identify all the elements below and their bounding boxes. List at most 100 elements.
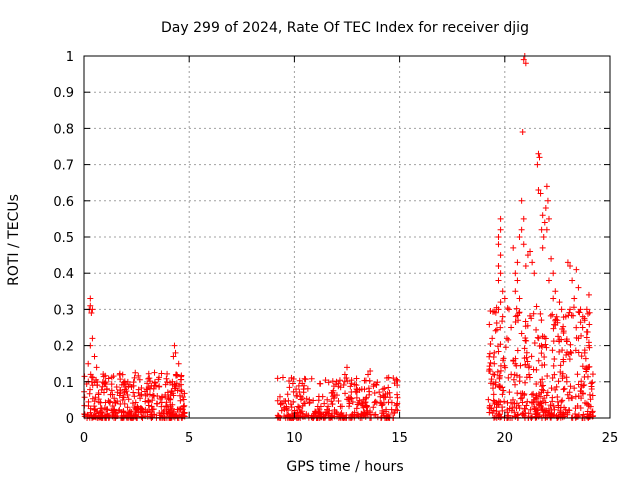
data-point	[555, 378, 562, 385]
data-point	[537, 393, 544, 400]
data-point	[560, 386, 567, 393]
y-tick-label: 0.9	[53, 86, 74, 101]
data-point	[288, 404, 295, 411]
data-point	[540, 234, 547, 240]
data-point	[582, 399, 589, 406]
data-point	[549, 347, 556, 354]
y-tick-label: 0.7	[53, 159, 74, 174]
data-point	[92, 414, 99, 421]
data-point	[571, 385, 578, 392]
data-point	[310, 397, 317, 404]
data-point	[108, 387, 115, 394]
data-point	[126, 381, 133, 388]
data-point	[491, 349, 498, 356]
data-point	[529, 259, 536, 266]
data-point	[516, 378, 523, 385]
data-point	[293, 386, 300, 393]
data-point	[147, 385, 154, 392]
data-point	[353, 394, 360, 401]
data-point	[388, 399, 395, 406]
data-point	[379, 386, 386, 393]
data-point	[531, 405, 538, 412]
data-point	[565, 395, 572, 402]
data-point	[374, 414, 381, 421]
data-point	[559, 347, 566, 354]
data-point	[523, 374, 530, 381]
x-tick-label: 0	[80, 431, 88, 446]
data-point	[522, 262, 529, 269]
data-point	[509, 404, 516, 411]
data-point	[520, 215, 527, 222]
data-point	[381, 385, 388, 392]
data-point	[579, 324, 586, 331]
data-point	[576, 309, 583, 316]
data-point	[498, 413, 505, 420]
data-point	[169, 405, 176, 412]
data-point	[519, 394, 526, 401]
data-point	[487, 359, 494, 366]
data-point	[333, 413, 340, 420]
data-point	[499, 357, 506, 364]
data-point	[535, 335, 542, 342]
data-point	[138, 413, 145, 420]
data-point	[539, 405, 546, 412]
data-point	[491, 400, 498, 407]
data-point	[558, 398, 565, 405]
data-point	[344, 364, 350, 371]
y-tick-label: 0.1	[53, 376, 74, 391]
data-point	[575, 393, 582, 400]
data-point	[326, 407, 333, 414]
data-point	[300, 400, 307, 407]
data-point	[316, 406, 323, 413]
grid-lines	[84, 56, 610, 418]
data-point	[575, 349, 582, 356]
data-point	[538, 383, 545, 390]
data-point	[114, 389, 121, 396]
data-point	[580, 411, 587, 418]
data-point	[549, 374, 556, 381]
data-point	[571, 295, 578, 302]
x-tick-label: 20	[497, 431, 514, 446]
data-point	[121, 400, 128, 407]
data-point	[527, 248, 534, 255]
data-point	[487, 367, 494, 374]
data-point	[328, 398, 335, 405]
data-point	[117, 376, 124, 383]
data-point	[86, 390, 93, 397]
plot-frame	[83, 55, 611, 419]
data-point	[306, 396, 313, 403]
data-point	[493, 326, 500, 333]
data-point	[586, 391, 593, 398]
data-point	[349, 414, 356, 421]
data-point	[551, 371, 558, 378]
data-point	[586, 321, 593, 328]
data-point	[521, 345, 528, 352]
data-point	[575, 335, 582, 342]
data-point	[296, 377, 303, 384]
data-point	[582, 355, 589, 362]
data-point	[553, 383, 560, 390]
data-point	[551, 321, 558, 328]
data-point	[335, 398, 342, 405]
chart-title: Day 299 of 2024, Rate Of TEC Index for r…	[161, 20, 529, 36]
data-point	[575, 381, 582, 388]
data-point	[330, 394, 337, 401]
data-point	[538, 400, 545, 407]
data-point	[165, 391, 172, 398]
data-point	[287, 401, 294, 408]
data-point	[164, 403, 171, 410]
data-point	[504, 399, 511, 406]
data-point	[491, 371, 498, 378]
data-point	[516, 309, 523, 316]
data-point	[363, 394, 370, 401]
data-point	[577, 405, 584, 412]
data-point	[148, 403, 155, 410]
data-point	[497, 226, 504, 233]
data-point	[319, 393, 326, 400]
data-point	[513, 305, 520, 312]
data-point	[94, 408, 101, 415]
data-point	[538, 350, 545, 357]
data-point	[512, 381, 519, 388]
data-point	[301, 375, 308, 382]
